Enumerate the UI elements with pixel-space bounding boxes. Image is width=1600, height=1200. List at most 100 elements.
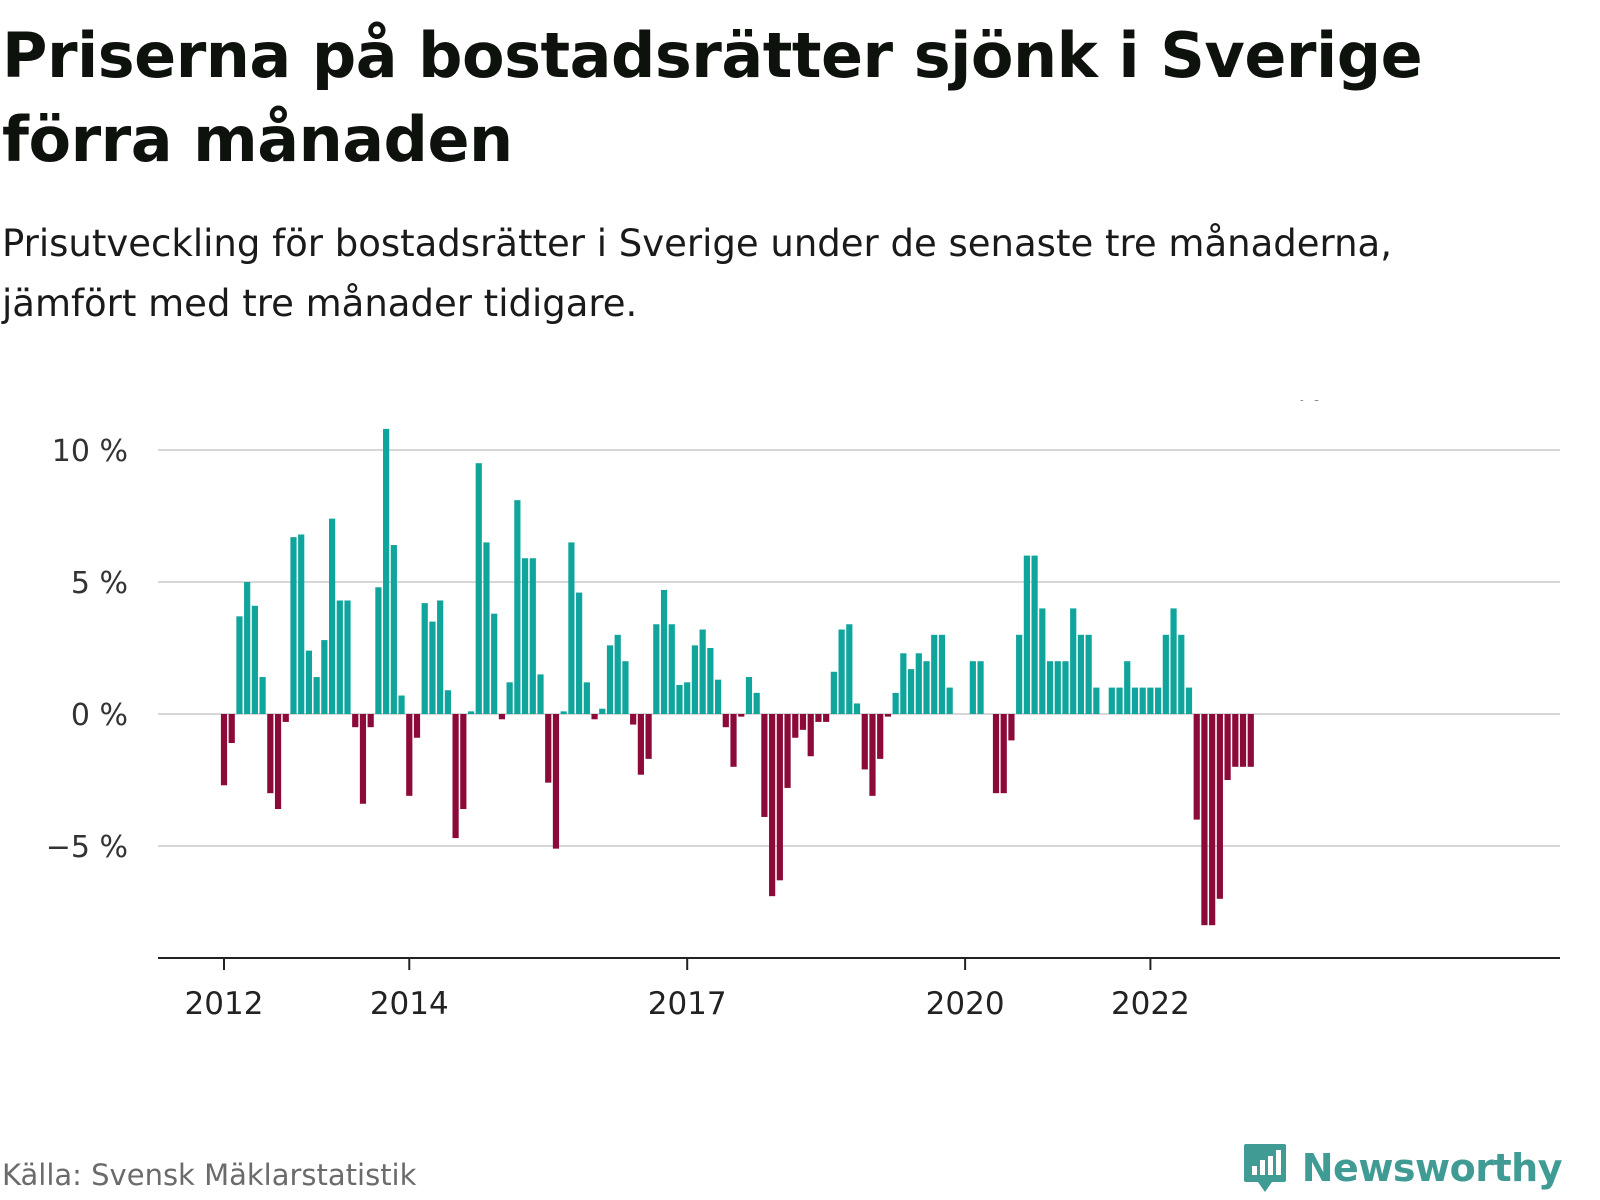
bar <box>452 714 459 839</box>
bar <box>383 428 390 714</box>
bar <box>938 634 946 714</box>
bar <box>676 684 683 714</box>
bar <box>220 714 228 786</box>
bar <box>406 714 413 796</box>
bar <box>560 711 567 714</box>
bar <box>1178 634 1185 714</box>
bar <box>506 682 513 714</box>
annotation-label: −2 % <box>1238 400 1323 408</box>
x-tick-label: 2020 <box>926 986 1005 1022</box>
newsworthy-logo-icon <box>1243 1144 1286 1192</box>
bar <box>1093 687 1100 714</box>
bar <box>1108 687 1115 714</box>
x-tick-label: 2022 <box>1111 986 1190 1022</box>
bar <box>707 648 714 714</box>
bar <box>622 661 629 714</box>
annotation: −2 % <box>1234 400 1326 411</box>
bar <box>367 714 374 728</box>
bar <box>977 661 984 714</box>
bar <box>969 661 976 714</box>
bar <box>714 679 722 714</box>
bar <box>344 600 351 714</box>
bar <box>1054 661 1061 714</box>
bar <box>691 645 699 714</box>
bar <box>1085 634 1092 714</box>
chart-subtitle: Prisutveckling för bostadsrätter i Sveri… <box>2 222 1392 325</box>
bar <box>869 714 876 796</box>
bar <box>244 582 251 714</box>
bar <box>290 537 297 714</box>
bar <box>390 545 397 714</box>
bar <box>483 542 490 714</box>
bar <box>931 634 938 714</box>
x-tick-label: 2017 <box>648 986 727 1022</box>
bar <box>699 629 706 714</box>
bar <box>359 714 367 804</box>
bar <box>444 690 451 714</box>
bar <box>1201 714 1208 926</box>
bar <box>529 558 536 714</box>
bar <box>799 714 807 730</box>
bar <box>660 589 668 714</box>
bar <box>861 714 868 770</box>
bar <box>583 682 590 714</box>
bar <box>398 695 405 714</box>
bar <box>460 714 467 810</box>
bar <box>769 714 776 897</box>
bar <box>313 677 320 714</box>
bar <box>1170 608 1177 714</box>
bar <box>884 714 892 717</box>
bar <box>1209 714 1216 926</box>
bar <box>877 714 884 759</box>
bar <box>653 624 660 714</box>
bar <box>1147 687 1154 714</box>
bar <box>545 714 552 783</box>
bar-chart: 10 % 5 % 0 % −5 % 2012 2014 2017 2020 2022 −2 % <box>46 400 1560 1022</box>
bar <box>259 677 266 714</box>
bar <box>1046 661 1054 714</box>
bar <box>846 624 853 714</box>
bar <box>1124 661 1131 714</box>
chart-title: Priserna på bostadsrätter sjönk i Sverig… <box>2 19 1423 176</box>
bar <box>282 714 289 722</box>
bar <box>1077 634 1085 714</box>
bar <box>1139 687 1146 714</box>
bar <box>1239 714 1247 767</box>
brand-logo-group[interactable]: Newsworthy <box>1242 1142 1563 1194</box>
bar <box>668 624 675 714</box>
bar <box>375 587 382 714</box>
bar <box>606 645 614 714</box>
bar <box>784 714 791 788</box>
bar <box>491 613 498 714</box>
bar <box>753 692 760 714</box>
bar <box>267 714 274 794</box>
bar <box>475 463 482 714</box>
bar <box>437 600 444 714</box>
bar <box>630 714 637 725</box>
bar <box>745 677 753 714</box>
bar <box>537 674 544 714</box>
bar <box>730 714 737 767</box>
bar <box>591 714 598 720</box>
bar <box>336 600 343 714</box>
bar <box>1162 634 1169 714</box>
bar <box>1216 714 1223 899</box>
bar <box>892 692 899 714</box>
bar <box>761 714 768 817</box>
bar <box>815 714 822 722</box>
bar <box>568 542 575 714</box>
brand-name: Newsworthy <box>1301 1146 1563 1190</box>
bars <box>220 428 1254 926</box>
y-tick-label: 5 % <box>71 566 128 601</box>
bar <box>946 687 953 714</box>
bar <box>807 714 814 757</box>
bar <box>1116 687 1123 714</box>
bar <box>552 714 560 849</box>
bar <box>1232 714 1239 767</box>
bar <box>1155 687 1162 714</box>
bar <box>467 711 475 714</box>
bar <box>1070 608 1077 714</box>
bar <box>1131 687 1139 714</box>
bar <box>722 714 729 728</box>
bar <box>923 661 930 714</box>
